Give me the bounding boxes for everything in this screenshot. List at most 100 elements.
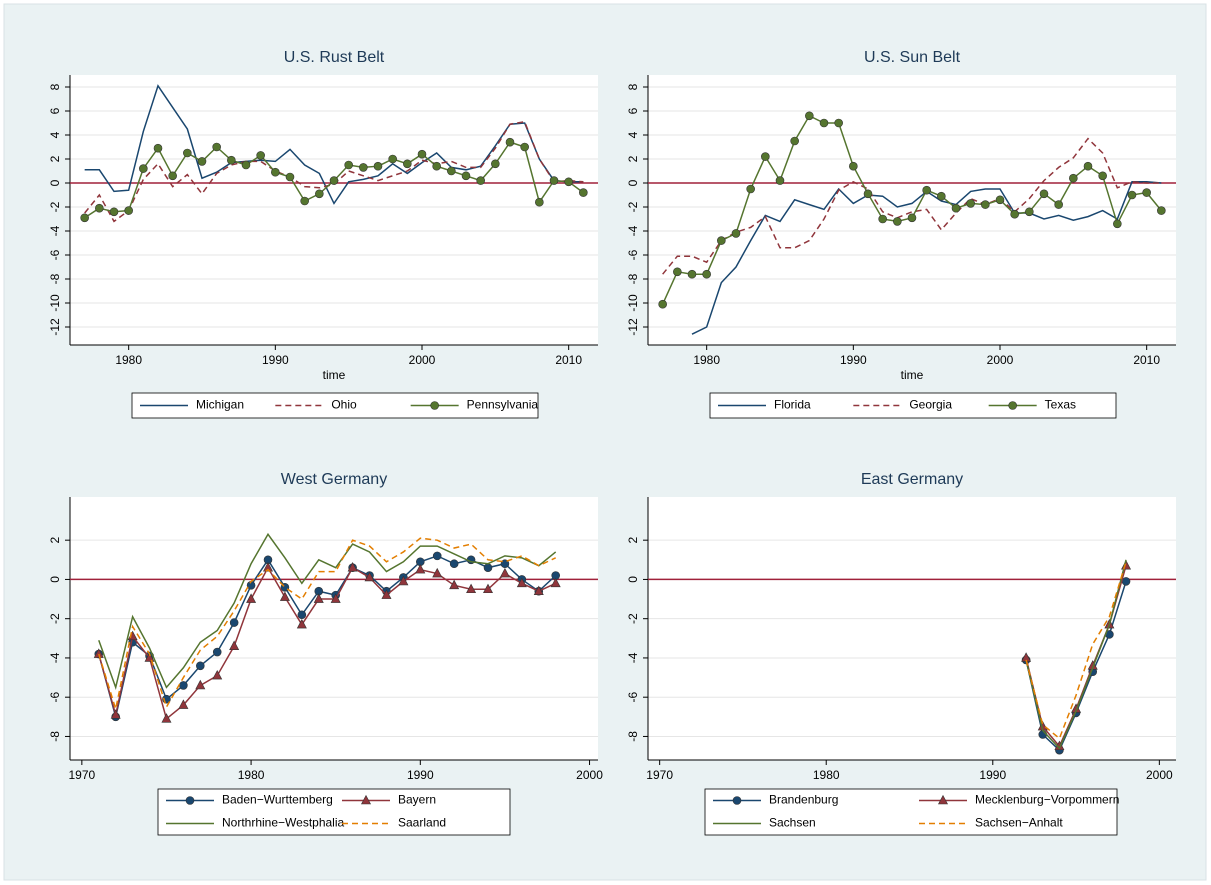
marker <box>109 207 119 217</box>
marker <box>673 267 682 277</box>
marker <box>432 551 442 561</box>
marker <box>981 200 990 209</box>
marker <box>256 151 265 160</box>
marker <box>533 585 544 596</box>
x-tick-label: 2000 <box>576 768 603 782</box>
y-tick-label: -6 <box>48 692 62 703</box>
marker <box>1142 188 1151 197</box>
marker <box>279 591 290 601</box>
marker <box>373 161 383 171</box>
marker <box>80 213 89 223</box>
marker <box>951 203 961 213</box>
legend-marker <box>361 794 371 805</box>
marker <box>93 648 104 658</box>
legend-label: Baden−Wurttemberg <box>222 793 333 807</box>
legend-label: Brandenburg <box>769 793 838 807</box>
x-tick-label: 1980 <box>813 768 840 782</box>
series-line <box>1025 559 1127 750</box>
marker <box>246 593 257 603</box>
y-tick-label: 0 <box>48 179 62 186</box>
legend-box <box>704 788 1118 836</box>
y-tick-label: 6 <box>48 107 62 114</box>
y-tick-label: -4 <box>626 225 640 236</box>
series-line <box>98 532 557 690</box>
legend-label: Pennsylvania <box>467 398 539 412</box>
x-tick-label: 1990 <box>840 353 867 367</box>
marker <box>687 269 697 279</box>
marker <box>398 575 409 586</box>
legend-marker <box>1008 401 1017 410</box>
marker <box>95 203 104 213</box>
legend-marker <box>430 401 439 410</box>
marker <box>344 160 353 170</box>
marker <box>761 152 770 161</box>
y-tick-label: -8 <box>48 273 62 284</box>
marker <box>491 159 500 169</box>
marker <box>564 177 573 187</box>
marker <box>1127 190 1137 200</box>
series-line <box>1025 561 1127 740</box>
plot-area <box>70 497 598 760</box>
y-tick-label: -8 <box>48 731 62 742</box>
legend-box <box>131 392 539 419</box>
x-tick-label: 1980 <box>238 768 265 782</box>
marker <box>212 669 223 680</box>
marker <box>285 172 295 182</box>
y-tick-label: -8 <box>626 273 640 284</box>
marker <box>483 563 493 572</box>
marker <box>432 567 443 578</box>
marker <box>124 206 133 215</box>
marker <box>364 571 375 582</box>
plot-area <box>648 75 1176 345</box>
y-tick-label: 4 <box>48 131 62 138</box>
marker <box>417 149 427 159</box>
marker <box>550 577 561 588</box>
y-tick-label: 4 <box>626 131 640 138</box>
marker <box>168 171 177 181</box>
marker <box>499 567 510 578</box>
marker <box>1083 161 1093 171</box>
legend-label: Sachsen <box>769 816 816 830</box>
x-tick-label: 1990 <box>407 768 434 782</box>
marker <box>775 176 785 185</box>
marker <box>535 197 544 207</box>
marker <box>717 236 726 245</box>
legend-label: Florida <box>774 398 811 412</box>
legend-label: Northrhine−Westphalia <box>222 816 345 830</box>
marker <box>476 176 485 185</box>
marker <box>1054 200 1063 209</box>
marker <box>995 195 1005 205</box>
y-tick-label: -4 <box>48 652 62 663</box>
marker <box>403 159 412 169</box>
legend-label: Michigan <box>196 398 244 412</box>
marker <box>1121 577 1131 586</box>
y-tick-label: -2 <box>626 613 640 624</box>
legend-box <box>709 392 1117 419</box>
marker <box>196 661 205 671</box>
marker <box>516 577 527 588</box>
marker <box>449 579 460 590</box>
y-tick-label: 0 <box>626 179 640 186</box>
y-tick-label: -4 <box>48 225 62 236</box>
marker <box>579 188 588 197</box>
y-tick-label: -2 <box>48 613 62 624</box>
marker <box>296 618 307 629</box>
marker <box>183 148 192 158</box>
marker <box>922 185 931 195</box>
marker <box>893 217 902 226</box>
y-tick-label: 2 <box>626 537 640 544</box>
series-line <box>98 555 557 718</box>
marker <box>790 136 799 146</box>
plot-area <box>70 75 598 345</box>
marker <box>849 161 858 171</box>
marker <box>746 184 755 194</box>
x-axis-label: time <box>901 368 924 382</box>
marker <box>1098 171 1107 181</box>
marker <box>212 142 221 152</box>
legend-label: Saarland <box>398 816 446 830</box>
marker <box>197 157 207 166</box>
marker <box>271 167 280 177</box>
y-tick-label: 8 <box>626 83 640 90</box>
marker <box>330 593 341 603</box>
